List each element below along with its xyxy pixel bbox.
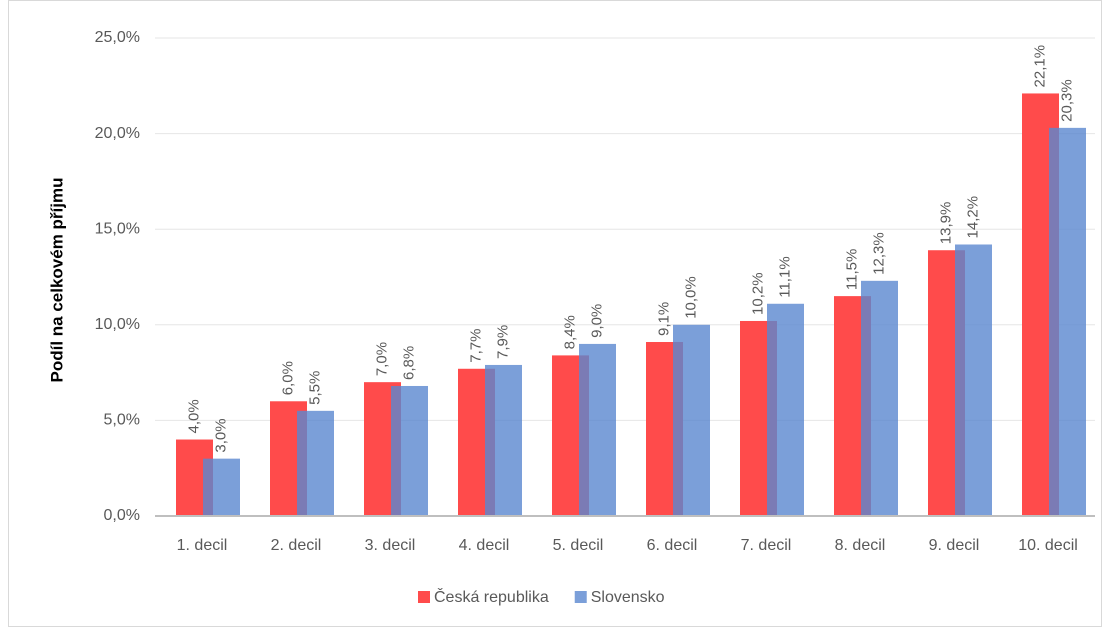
bar xyxy=(203,458,240,516)
data-label: 9,0% xyxy=(588,304,605,338)
data-label: 6,0% xyxy=(279,361,296,395)
x-tick-label: 10. decil xyxy=(1018,537,1078,554)
legend-swatch xyxy=(574,591,587,603)
data-label: 5,5% xyxy=(306,371,323,405)
data-label: 14,2% xyxy=(964,196,981,239)
bar xyxy=(391,385,428,516)
data-label: 20,3% xyxy=(1058,79,1075,122)
y-tick-label: 10,0% xyxy=(95,316,140,333)
legend-swatch xyxy=(418,591,430,603)
y-tick-label: 20,0% xyxy=(95,125,140,142)
legend-label: Česká republika xyxy=(434,587,549,606)
data-label: 10,0% xyxy=(682,276,699,319)
data-label: 12,3% xyxy=(870,232,887,275)
data-label: 7,0% xyxy=(373,342,390,376)
data-label: 11,5% xyxy=(843,249,860,290)
bar xyxy=(767,303,804,516)
y-tick-label: 25,0% xyxy=(95,29,140,46)
bar xyxy=(297,410,334,516)
chart-frame xyxy=(8,0,1102,627)
data-label: 22,1% xyxy=(1031,45,1048,88)
data-label: 6,8% xyxy=(400,346,417,380)
x-tick-label: 3. decil xyxy=(365,537,416,554)
bar xyxy=(861,280,898,516)
data-label: 10,2% xyxy=(749,272,766,315)
x-tick-label: 4. decil xyxy=(459,537,510,554)
y-axis-title: Podíl na celkovém příjmu xyxy=(47,177,66,382)
x-tick-label: 8. decil xyxy=(835,537,886,554)
x-tick-label: 1. decil xyxy=(177,537,228,554)
data-label: 13,9% xyxy=(937,202,954,245)
y-tick-label: 0,0% xyxy=(104,507,140,524)
data-label: 11,1% xyxy=(776,256,793,297)
x-tick-label: 5. decil xyxy=(553,537,604,554)
data-label: 7,7% xyxy=(467,329,484,363)
x-tick-label: 7. decil xyxy=(741,537,792,554)
bar xyxy=(1049,127,1086,516)
x-tick-label: 6. decil xyxy=(647,537,698,554)
y-tick-label: 5,0% xyxy=(104,412,140,429)
data-label: 8,4% xyxy=(561,315,578,349)
data-label: 9,1% xyxy=(655,302,672,336)
bar xyxy=(955,244,992,516)
data-label: 3,0% xyxy=(212,418,229,452)
bar xyxy=(485,364,522,516)
data-label: 4,0% xyxy=(185,399,202,433)
data-label: 7,9% xyxy=(494,325,511,359)
y-tick-label: 15,0% xyxy=(95,220,140,237)
x-tick-label: 9. decil xyxy=(929,537,980,554)
bar xyxy=(579,343,616,516)
legend-label: Slovensko xyxy=(591,589,665,606)
bar xyxy=(673,324,710,516)
x-tick-label: 2. decil xyxy=(271,537,322,554)
